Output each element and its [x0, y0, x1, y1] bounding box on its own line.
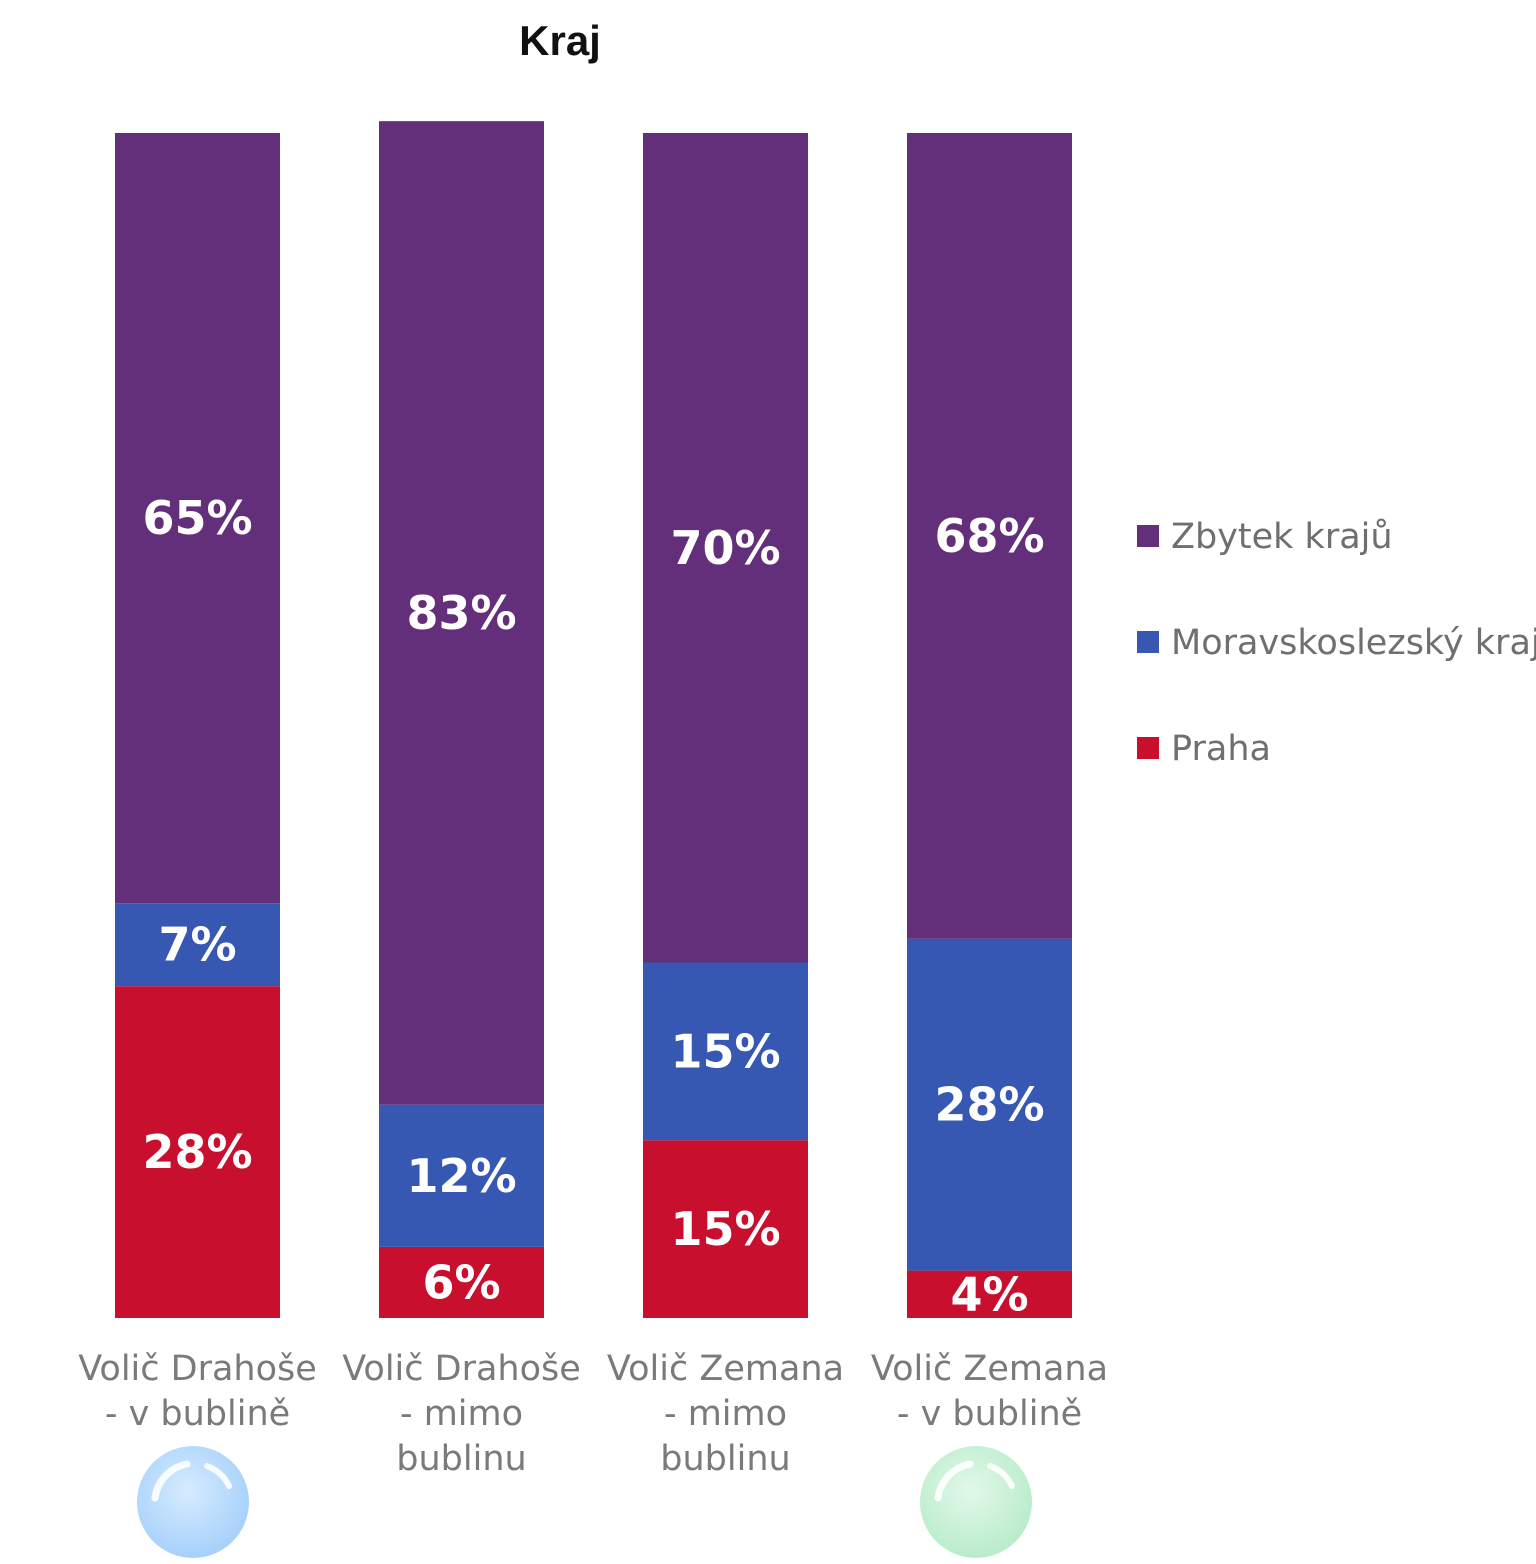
data-label-moravskoslezsky-kraj-1: 7% [158, 918, 236, 972]
data-label-moravskoslezsky-kraj-2: 12% [406, 1149, 516, 1203]
bar-segment-moravskoslezsky-kraj-4 [907, 938, 1072, 1271]
bar-segment-praha-1 [115, 986, 280, 1318]
bar-segment-zbytek-kraju-4 [907, 133, 1072, 939]
data-labels-group: 28% 7% 65% 6% 12% 83% 15% 15% 70% 4% 28% 68% [142, 491, 1044, 1321]
bar-segment-zbytek-kraju-3 [643, 133, 808, 963]
bar-segment-zbytek-kraju-1 [115, 133, 280, 904]
category-label-2: Volič Drahoše - mimo bublinu [342, 1349, 581, 1479]
bars-group [115, 121, 1072, 1318]
legend-swatch-praha [1137, 737, 1159, 759]
chart-title: Kraj [519, 17, 601, 64]
category-label-3: Volič Zemana - mimo bublinu [607, 1349, 844, 1479]
data-label-moravskoslezsky-kraj-3: 15% [670, 1024, 780, 1078]
legend: Zbytek krajů Moravskoslezský kraj Praha [1137, 517, 1536, 769]
data-label-praha-2: 6% [422, 1255, 500, 1309]
category-label-4: Volič Zemana - v bublině [871, 1349, 1108, 1434]
data-label-praha-4: 4% [950, 1267, 1028, 1321]
data-label-zbytek-kraju-1: 65% [142, 491, 252, 545]
bar-segment-praha-4 [907, 1270, 1072, 1318]
data-label-zbytek-kraju-4: 68% [934, 509, 1044, 563]
legend-label-moravskoslezsky-kraj: Moravskoslezský kraj [1171, 623, 1536, 663]
data-label-zbytek-kraju-2: 83% [406, 586, 516, 640]
bar-segment-moravskoslezsky-kraj-1 [115, 903, 280, 987]
bar-segment-moravskoslezsky-kraj-2 [379, 1104, 544, 1247]
legend-swatch-zbytek-kraju [1137, 525, 1159, 547]
blue-bubble-icon [137, 1446, 249, 1558]
data-label-praha-1: 28% [142, 1125, 252, 1179]
bubbles-group [137, 1446, 1032, 1558]
bar-segment-moravskoslezsky-kraj-3 [643, 962, 808, 1141]
data-label-moravskoslezsky-kraj-4: 28% [934, 1078, 1044, 1132]
category-labels-group: Volič Drahoše - v bublině Volič Drahoše - m… [78, 1349, 1108, 1479]
bar-segment-praha-3 [643, 1140, 808, 1318]
legend-label-zbytek-kraju: Zbytek krajů [1171, 517, 1393, 557]
data-label-zbytek-kraju-3: 70% [670, 521, 780, 575]
green-bubble-icon [920, 1446, 1032, 1558]
category-label-1: Volič Drahoše - v bublině [78, 1349, 317, 1434]
bar-segment-praha-2 [379, 1246, 544, 1318]
data-label-praha-3: 15% [670, 1202, 780, 1256]
legend-swatch-moravskoslezsky-kraj [1137, 631, 1159, 653]
legend-label-praha: Praha [1171, 729, 1271, 769]
bar-segment-zbytek-kraju-2 [379, 121, 544, 1105]
